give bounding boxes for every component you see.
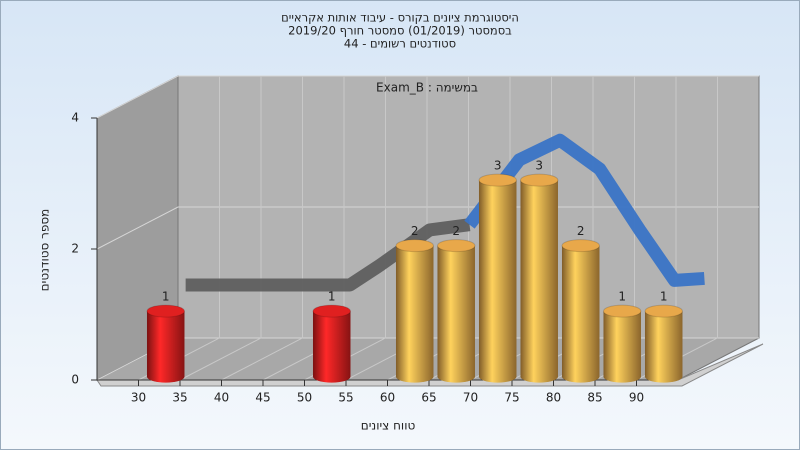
bar: [437, 245, 475, 383]
plot-area: 0 2 4 30 35 40 45 50 55 60 65 70 75 80 85 90 1 1 2 2 3 3 2 1 1: [71, 75, 764, 405]
bar-top: [395, 239, 434, 253]
value-label: 2: [577, 224, 585, 238]
x-tick-label: 30: [131, 391, 146, 405]
value-label: 2: [452, 224, 460, 238]
x-tick-label: 70: [463, 391, 478, 405]
x-tick-label: 50: [297, 391, 312, 405]
x-tick-label: 85: [587, 391, 602, 405]
bar: [561, 245, 600, 383]
grid-line: [221, 76, 303, 381]
bar: [520, 180, 558, 383]
x-tick-label: 55: [338, 391, 353, 405]
value-label: 1: [618, 290, 626, 304]
value-label: 1: [162, 290, 170, 304]
value-label: 1: [328, 290, 336, 304]
bar: [146, 311, 185, 383]
bar: [644, 311, 683, 383]
x-tick-label: 75: [504, 391, 519, 405]
x-tick-label: 35: [172, 391, 187, 405]
bar-top: [561, 239, 600, 253]
x-tick-label: 80: [546, 391, 561, 405]
value-label: 3: [535, 159, 543, 173]
bar-top: [519, 173, 559, 187]
chart-subtitle: סטודנטים רשומים - 44: [344, 37, 456, 51]
bar-top: [312, 304, 351, 318]
bar-top: [602, 304, 642, 318]
y-tick-label: 4: [71, 111, 79, 125]
chart-title: היסטוגרמת ציונים בקורס - עיבוד אותות אקר…: [281, 11, 519, 25]
x-axis-label: טווח ציונים: [361, 419, 416, 433]
annotation: Exam_B : במשימה: [376, 81, 478, 95]
bar-top: [146, 304, 185, 318]
value-label: 3: [494, 159, 502, 173]
bar-top: [478, 173, 517, 187]
y-axis-label: מספר סטודנטים: [38, 209, 52, 292]
value-label: 2: [411, 224, 419, 238]
y-tick-label: 2: [71, 242, 79, 256]
value-label: 1: [660, 290, 668, 304]
curve-ribbon: [185, 218, 471, 292]
x-tick-label: 40: [214, 391, 229, 405]
grid-line: [96, 206, 759, 250]
bar: [603, 311, 641, 383]
x-tick-label: 45: [255, 391, 270, 405]
grid-line: [96, 75, 759, 119]
chart-subtitle: בסמסטר (01/2019) סמסטר חורף 2019/20: [288, 24, 512, 38]
bar-top: [644, 304, 683, 318]
x-tick-label: 90: [629, 391, 644, 405]
x-tick-label: 65: [421, 391, 436, 405]
bar: [395, 245, 434, 383]
bar: [312, 311, 351, 383]
curve-ribbon: [464, 133, 705, 287]
y-tick-label: 0: [71, 373, 79, 387]
bar-top: [436, 239, 476, 253]
grid-line: [179, 76, 262, 381]
x-tick-label: 60: [380, 391, 395, 405]
bar: [478, 180, 517, 383]
